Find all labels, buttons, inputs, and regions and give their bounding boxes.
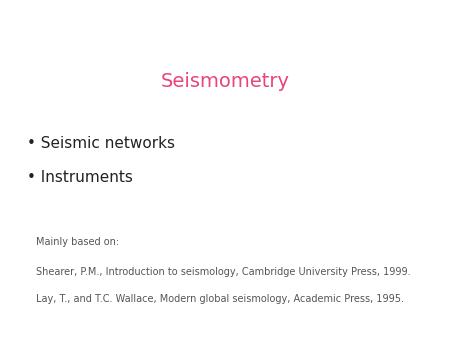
Text: Seismometry: Seismometry: [161, 72, 289, 91]
Text: Lay, T., and T.C. Wallace, Modern global seismology, Academic Press, 1995.: Lay, T., and T.C. Wallace, Modern global…: [36, 294, 404, 304]
Text: Mainly based on:: Mainly based on:: [36, 237, 119, 247]
Text: • Instruments: • Instruments: [27, 170, 133, 185]
Text: • Seismic networks: • Seismic networks: [27, 136, 175, 151]
Text: Shearer, P.M., Introduction to seismology, Cambridge University Press, 1999.: Shearer, P.M., Introduction to seismolog…: [36, 267, 410, 277]
